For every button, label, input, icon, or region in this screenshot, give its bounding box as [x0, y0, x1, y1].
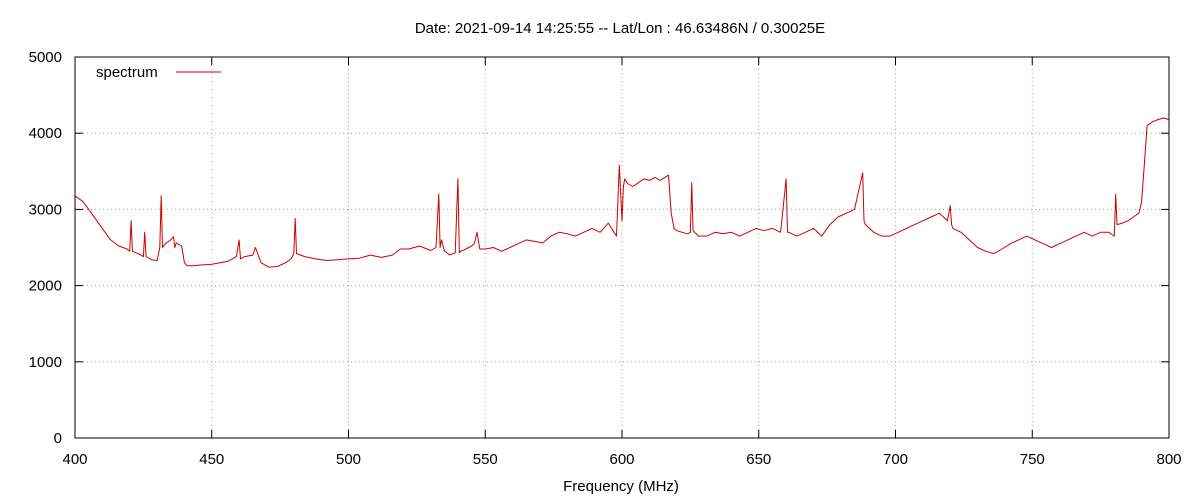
y-tick-label: 4000 — [29, 125, 62, 142]
chart-title: Date: 2021-09-14 14:25:55 -- Lat/Lon : 4… — [415, 20, 825, 37]
legend-label-spectrum: spectrum — [96, 64, 158, 81]
y-tick-label: 2000 — [29, 278, 62, 295]
axis-ticks: 400 450 500 550 600 650 700 750 800 0 1000 2000 3000… — [29, 49, 1182, 468]
x-tick-label: 750 — [1020, 451, 1045, 468]
x-tick-label: 550 — [473, 451, 498, 468]
y-tick-label: 5000 — [29, 49, 62, 66]
y-tick-label: 1000 — [29, 354, 62, 371]
legend: spectrum — [96, 64, 221, 81]
x-tick-label: 650 — [746, 451, 771, 468]
x-tick-label: 800 — [1156, 451, 1181, 468]
y-tick-label: 3000 — [29, 201, 62, 218]
y-tick-label: 0 — [54, 430, 62, 447]
series-line-spectrum — [74, 117, 1170, 268]
series-layer — [74, 117, 1170, 268]
x-tick-label: 500 — [336, 451, 361, 468]
x-tick-label: 700 — [883, 451, 908, 468]
x-tick-label: 600 — [609, 451, 634, 468]
x-tick-label: 400 — [62, 451, 87, 468]
x-tick-label: 450 — [199, 451, 224, 468]
x-axis-label: Frequency (MHz) — [563, 478, 679, 495]
